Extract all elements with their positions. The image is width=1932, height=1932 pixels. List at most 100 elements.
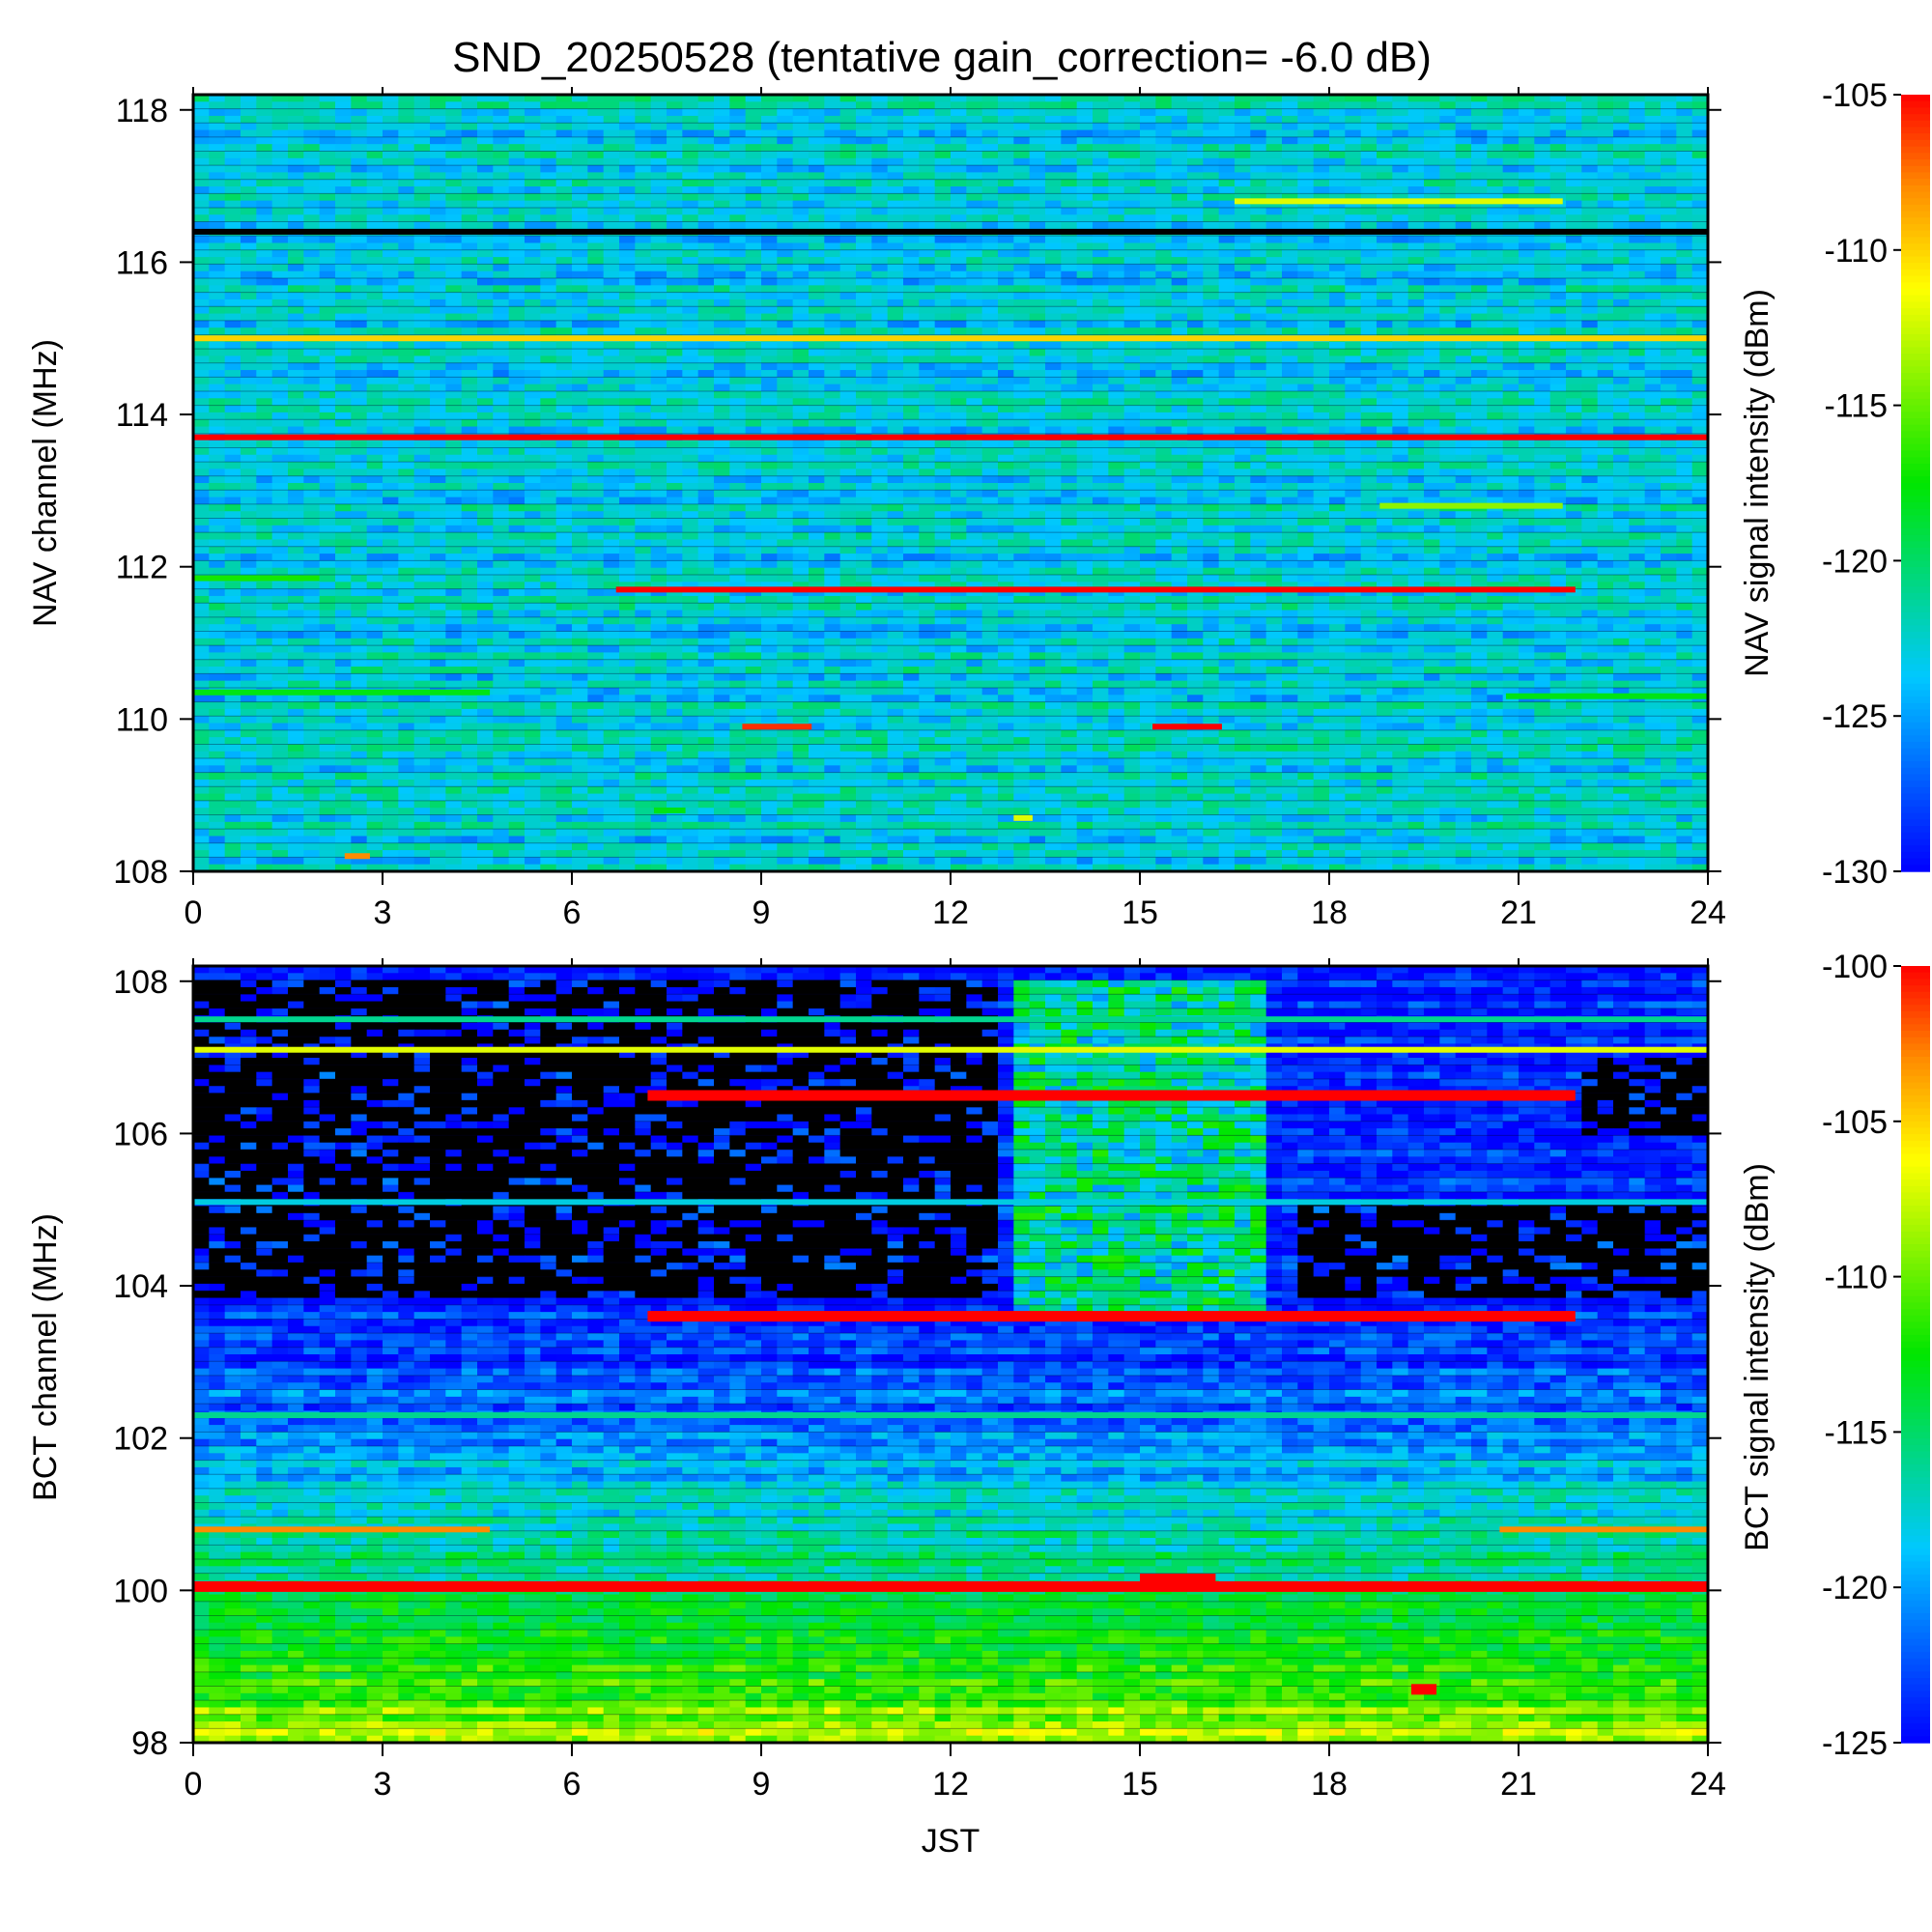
heatmap-cell [525,271,541,279]
heatmap-cell [1250,250,1266,258]
heatmap-cell [303,193,320,201]
heatmap-cell [351,398,367,406]
heatmap-cell [493,349,509,356]
heatmap-cell [919,321,935,328]
heatmap-cell [430,384,446,392]
heatmap-cell [414,186,431,194]
heatmap-cell [1534,257,1550,265]
heatmap-cell [1408,321,1425,328]
heatmap-cell [951,285,967,293]
heatmap-cell [1456,116,1472,124]
heatmap-cell [414,151,431,158]
heatmap-cell [1266,186,1283,194]
heatmap-cell [1266,412,1283,420]
heatmap-cell [1172,236,1188,243]
heatmap-cell [1266,299,1283,307]
heatmap-cell [1676,427,1692,435]
heatmap-cell [1329,208,1346,215]
heatmap-cell [1534,363,1550,371]
heatmap-cell [225,278,242,286]
heatmap-cell [1519,447,1535,455]
heatmap-cell [1692,101,1709,109]
heatmap-cell [761,327,778,335]
heatmap-cell [351,355,367,363]
heatmap-cell [1519,257,1535,265]
heatmap-cell [1408,427,1425,435]
heatmap-cell [604,144,620,152]
heatmap-cell [1045,222,1062,230]
heatmap-cell [303,264,320,271]
heatmap-cell [746,165,762,173]
heatmap-cell [856,321,872,328]
heatmap-cell [1471,257,1488,265]
heatmap-cell [604,186,620,194]
heatmap-cell [1203,285,1219,293]
heatmap-cell [272,172,289,180]
heatmap-cell [651,455,668,463]
heatmap-cell [1187,314,1204,322]
heatmap-cell [1219,391,1236,399]
heatmap-cell [1282,278,1298,286]
heatmap-cell [1487,264,1503,271]
heatmap-cell [1235,151,1251,158]
heatmap-cell [1108,242,1124,250]
heatmap-cell [1030,363,1046,371]
heatmap-cell [1250,264,1266,271]
heatmap-cell [509,327,526,335]
heatmap-cell [1550,264,1567,271]
heatmap-cell [809,349,825,356]
heatmap-cell [729,314,746,322]
heatmap-cell [793,193,810,201]
heatmap-cell [1519,172,1535,180]
heatmap-cell [398,293,414,300]
heatmap-cell [667,412,683,420]
heatmap-cell [1108,398,1124,406]
heatmap-cell [1692,201,1709,209]
heatmap-cell [430,123,446,130]
heatmap-cell [1235,165,1251,173]
heatmap-cell [556,214,573,222]
heatmap-cell [1013,242,1030,250]
heatmap-cell [840,130,857,138]
heatmap-cell [540,144,556,152]
heatmap-cell [1408,116,1425,124]
heatmap-cell [1140,412,1156,420]
heatmap-cell [1487,391,1503,399]
heatmap-cell [1566,109,1582,117]
heatmap-cell [1408,186,1425,194]
heatmap-cell [225,419,242,427]
heatmap-cell [414,264,431,271]
heatmap-cell [1108,158,1124,166]
heatmap-cell [667,222,683,230]
heatmap-cell [1471,447,1488,455]
heatmap-cell [1108,101,1124,109]
heatmap-cell [1661,208,1677,215]
heatmap-cell [414,299,431,307]
heatmap-cell [793,257,810,265]
heatmap-cell [272,214,289,222]
heatmap-cell [383,306,399,314]
heatmap-cell [225,349,242,356]
heatmap-cell [1439,278,1456,286]
heatmap-cell [871,193,888,201]
heatmap-cell [1235,447,1251,455]
heatmap-cell [241,427,257,435]
heatmap-cell [572,271,588,279]
heatmap-cell [1692,299,1709,307]
heatmap-cell [587,214,604,222]
heatmap-cell [493,314,509,322]
heatmap-cell [1266,384,1283,392]
heatmap-cell [587,355,604,363]
heatmap-cell [604,109,620,117]
heatmap-cell [966,391,982,399]
heatmap-cell [809,109,825,117]
heatmap-cell [1329,440,1346,448]
heatmap-cell [193,370,210,378]
heatmap-cell [809,116,825,124]
heatmap-cell [1613,130,1630,138]
heatmap-cell [493,370,509,378]
heatmap-cell [1235,406,1251,413]
heatmap-cell [241,172,257,180]
heatmap-cell [871,278,888,286]
heatmap-cell [587,109,604,117]
